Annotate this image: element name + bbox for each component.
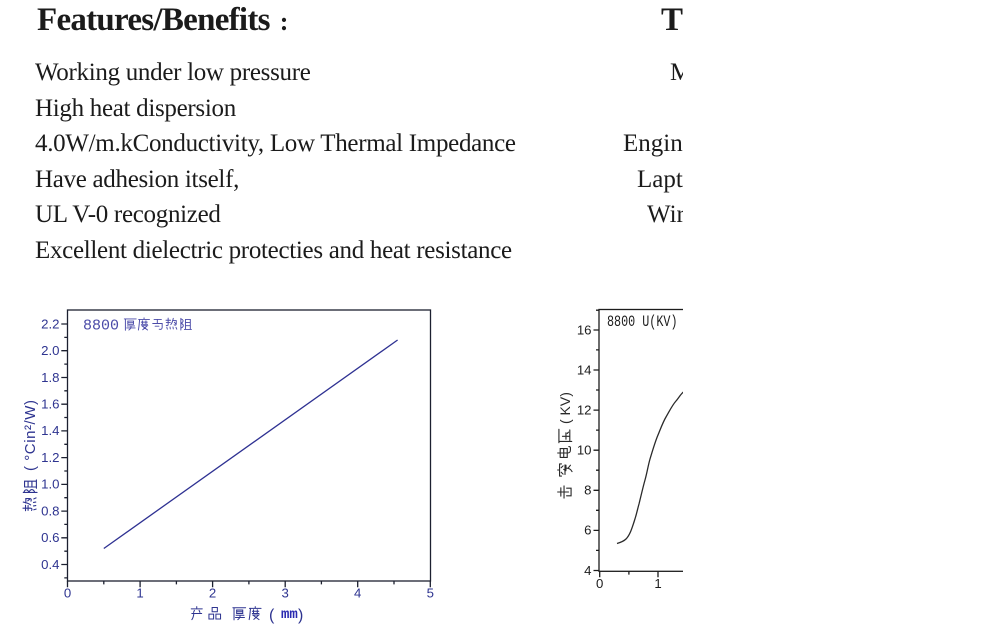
- svg-text:0.4: 0.4: [41, 557, 59, 572]
- svg-text:0.8: 0.8: [41, 503, 59, 518]
- svg-text:( °Cin²/W): ( °Cin²/W): [22, 400, 39, 471]
- svg-text:14: 14: [577, 362, 592, 377]
- svg-text:1: 1: [136, 586, 143, 601]
- svg-text:1: 1: [654, 576, 661, 591]
- svg-text:6: 6: [584, 523, 591, 538]
- svg-text:0.6: 0.6: [41, 530, 59, 545]
- svg-text:16: 16: [577, 322, 592, 337]
- svg-text:0: 0: [596, 576, 603, 591]
- svg-text:12: 12: [577, 402, 592, 417]
- svg-text:8800: 8800: [83, 318, 119, 335]
- svg-text:1.2: 1.2: [41, 450, 59, 465]
- svg-text:4: 4: [354, 586, 361, 601]
- svg-text:8800 U(KV): 8800 U(KV): [607, 313, 678, 331]
- svg-text:10: 10: [577, 443, 592, 458]
- svg-text:(: (: [269, 607, 275, 624]
- svg-text:5: 5: [427, 586, 434, 601]
- svg-text:3: 3: [282, 586, 289, 601]
- svg-text:8: 8: [584, 483, 591, 498]
- svg-text:0: 0: [64, 586, 71, 601]
- svg-text:1.0: 1.0: [41, 477, 59, 492]
- svg-text:mm: mm: [281, 607, 298, 623]
- svg-text:1.4: 1.4: [41, 423, 59, 438]
- svg-text:): ): [298, 607, 303, 624]
- svg-text:1.8: 1.8: [41, 370, 59, 385]
- svg-text:( KV): ( KV): [557, 392, 573, 424]
- svg-text:2: 2: [209, 586, 216, 601]
- svg-text:4: 4: [584, 563, 591, 578]
- svg-text:2.0: 2.0: [41, 343, 59, 358]
- svg-text:1.6: 1.6: [41, 397, 59, 412]
- svg-text:2.2: 2.2: [41, 316, 59, 331]
